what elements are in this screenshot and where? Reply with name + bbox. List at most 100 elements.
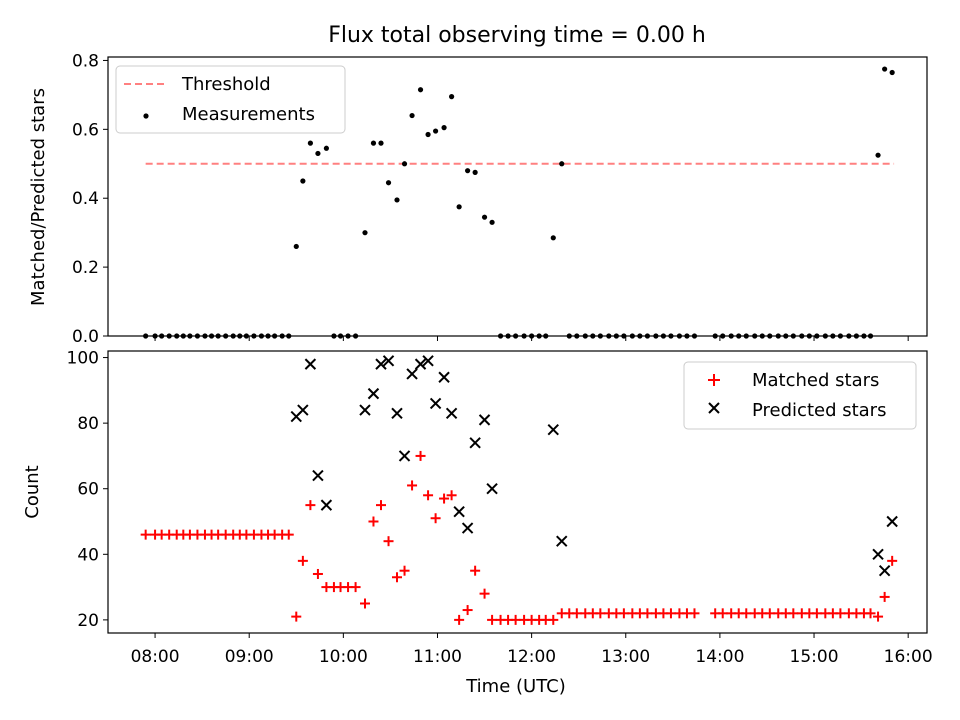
top-y-axis: 0.0 0.2 0.4 0.6 0.8 xyxy=(72,51,108,347)
matched-star-point xyxy=(887,555,898,566)
measurement-point xyxy=(472,169,478,175)
top-y-tick-label: 0.6 xyxy=(72,120,99,140)
bottom-legend: Matched stars Predicted stars xyxy=(683,361,917,430)
measurement-point xyxy=(401,161,408,167)
bottom-axes-frame xyxy=(107,350,928,634)
matched-star-point xyxy=(446,490,457,501)
matched-star-point xyxy=(297,555,308,566)
x-tick-label: 09:00 xyxy=(225,647,274,667)
predicted-star-point xyxy=(422,355,434,367)
predicted-legend-swatch xyxy=(708,402,720,414)
measurement-point xyxy=(315,150,321,157)
bottom-y-tick-label: 20 xyxy=(77,611,99,631)
measurement-point xyxy=(433,128,439,134)
matched-star-point xyxy=(764,608,775,619)
legend-matched-label: Matched stars xyxy=(752,370,879,391)
measurement-point xyxy=(378,140,384,146)
bottom-y-tick-label: 80 xyxy=(77,414,99,434)
x-tick-label: 11:00 xyxy=(413,647,462,667)
matched-star-point xyxy=(283,529,294,540)
measurement-point xyxy=(323,145,329,151)
x-tick-label: 10:00 xyxy=(319,647,368,667)
predicted-star-point xyxy=(478,414,491,426)
bottom-y-tick-label: 100 xyxy=(67,349,99,369)
matched-star-point xyxy=(811,608,822,619)
predicted-star-point xyxy=(872,548,884,561)
matched-star-point xyxy=(415,450,426,461)
x-tick-label: 16:00 xyxy=(884,647,933,667)
matched-star-point xyxy=(873,611,884,622)
matched-star-point xyxy=(835,608,846,619)
matched-star-point xyxy=(140,529,151,540)
measurements-legend-swatch xyxy=(143,113,149,119)
chart-title: Flux total observing time = 0.00 h xyxy=(328,23,706,48)
x-tick-label: 12:00 xyxy=(507,647,556,667)
matched-star-point xyxy=(383,536,394,547)
matched-star-point xyxy=(305,500,316,511)
predicted-star-point xyxy=(547,423,559,436)
predicted-star-point xyxy=(297,404,309,416)
measurement-point xyxy=(370,140,377,146)
matched-star-point xyxy=(359,598,370,609)
predicted-star-point xyxy=(320,499,333,511)
matched-star-point xyxy=(618,608,629,619)
x-tick-label: 14:00 xyxy=(695,647,744,667)
top-y-label: Matched/Predicted stars xyxy=(28,88,49,306)
predicted-star-point xyxy=(445,407,458,420)
bottom-y-label: Count xyxy=(22,465,43,518)
matched-star-point xyxy=(291,611,302,622)
measurement-point xyxy=(882,66,888,72)
measurement-point xyxy=(293,243,299,250)
measurement-point xyxy=(550,235,556,241)
measurement-point xyxy=(456,204,462,210)
predicted-star-point xyxy=(429,397,442,410)
matched-star-point xyxy=(392,572,403,583)
legend-predicted-label: Predicted stars xyxy=(752,400,886,421)
matched-star-point xyxy=(642,608,653,619)
matched-star-point xyxy=(462,605,473,616)
top-panel: 0.00.20.40.60.8 Matched/Predicted stars … xyxy=(28,51,928,347)
top-legend: Threshold Measurements xyxy=(115,65,346,134)
x-tick-label: 13:00 xyxy=(601,647,650,667)
x-axis-label: Time (UTC) xyxy=(465,676,566,697)
predicted-star-point xyxy=(406,368,418,380)
matched-star-point xyxy=(487,614,498,625)
matched-star-point xyxy=(717,608,728,619)
bottom-y-tick-label: 60 xyxy=(77,480,99,500)
bottom-y-axis: 20 40 60 80 100 xyxy=(67,349,108,631)
matched-star-point xyxy=(423,490,434,501)
predicted-star-point xyxy=(304,358,317,370)
x-tick-label: 15:00 xyxy=(790,647,839,667)
predicted-star-point xyxy=(878,564,891,577)
measurement-point xyxy=(300,178,306,184)
matched-star-point xyxy=(548,614,559,625)
predicted-star-point xyxy=(382,355,395,367)
matched-star-point xyxy=(879,591,890,602)
top-axes-frame xyxy=(107,56,928,337)
measurement-point xyxy=(465,168,471,174)
matched-star-point xyxy=(470,565,481,576)
matched-star-point xyxy=(454,614,465,625)
x-tick-label: 08:00 xyxy=(131,647,180,667)
matched-star-point xyxy=(689,608,700,619)
measurement-point xyxy=(441,125,447,131)
predicted-star-point xyxy=(375,358,387,370)
matched-star-point xyxy=(479,588,490,599)
top-legend-box xyxy=(115,65,346,134)
measurement-point xyxy=(417,87,424,93)
matched-star-point xyxy=(399,565,410,576)
predicted-star-point xyxy=(398,450,411,462)
matched-star-point xyxy=(439,493,450,504)
predicted-star-point xyxy=(486,483,498,495)
predicted-star-point xyxy=(556,535,568,547)
matched-star-point xyxy=(312,568,323,579)
measurement-point xyxy=(385,180,392,186)
matched-star-point xyxy=(430,513,441,524)
predicted-star-point xyxy=(359,404,371,416)
matched-star-point xyxy=(407,480,418,491)
predicted-star-point xyxy=(438,371,450,383)
legend-threshold-label: Threshold xyxy=(181,74,271,95)
matched-star-point xyxy=(510,614,521,625)
measurement-point xyxy=(559,161,565,167)
